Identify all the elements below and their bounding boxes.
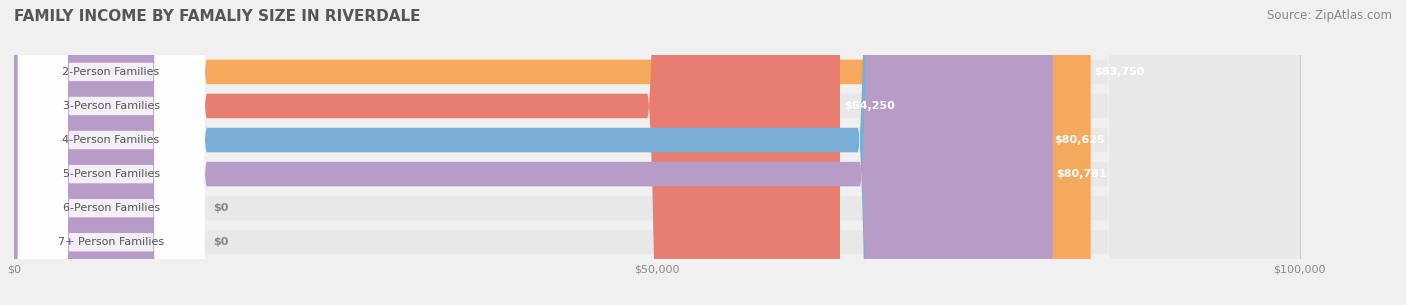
Text: 5-Person Families: 5-Person Families: [62, 169, 160, 179]
Text: $83,750: $83,750: [1094, 67, 1144, 77]
FancyBboxPatch shape: [14, 0, 1299, 305]
FancyBboxPatch shape: [14, 0, 1050, 305]
Text: 4-Person Families: 4-Person Families: [62, 135, 160, 145]
FancyBboxPatch shape: [14, 0, 1299, 305]
Text: $0: $0: [214, 237, 229, 247]
Text: FAMILY INCOME BY FAMALIY SIZE IN RIVERDALE: FAMILY INCOME BY FAMALIY SIZE IN RIVERDA…: [14, 9, 420, 24]
Text: 6-Person Families: 6-Person Families: [62, 203, 160, 213]
Text: 2-Person Families: 2-Person Families: [62, 67, 160, 77]
FancyBboxPatch shape: [14, 0, 1053, 305]
Text: $80,625: $80,625: [1054, 135, 1105, 145]
FancyBboxPatch shape: [14, 0, 839, 305]
Text: 3-Person Families: 3-Person Families: [62, 101, 160, 111]
FancyBboxPatch shape: [14, 0, 1091, 305]
Text: $80,781: $80,781: [1056, 169, 1107, 179]
FancyBboxPatch shape: [18, 0, 204, 305]
FancyBboxPatch shape: [18, 0, 204, 305]
FancyBboxPatch shape: [18, 0, 204, 305]
FancyBboxPatch shape: [18, 0, 204, 305]
FancyBboxPatch shape: [14, 0, 1299, 305]
Text: Source: ZipAtlas.com: Source: ZipAtlas.com: [1267, 9, 1392, 22]
Text: $0: $0: [214, 203, 229, 213]
FancyBboxPatch shape: [18, 0, 204, 305]
Text: 7+ Person Families: 7+ Person Families: [58, 237, 165, 247]
FancyBboxPatch shape: [14, 0, 1299, 305]
FancyBboxPatch shape: [14, 0, 1299, 305]
Text: $64,250: $64,250: [844, 101, 894, 111]
FancyBboxPatch shape: [18, 0, 204, 305]
FancyBboxPatch shape: [14, 0, 1299, 305]
